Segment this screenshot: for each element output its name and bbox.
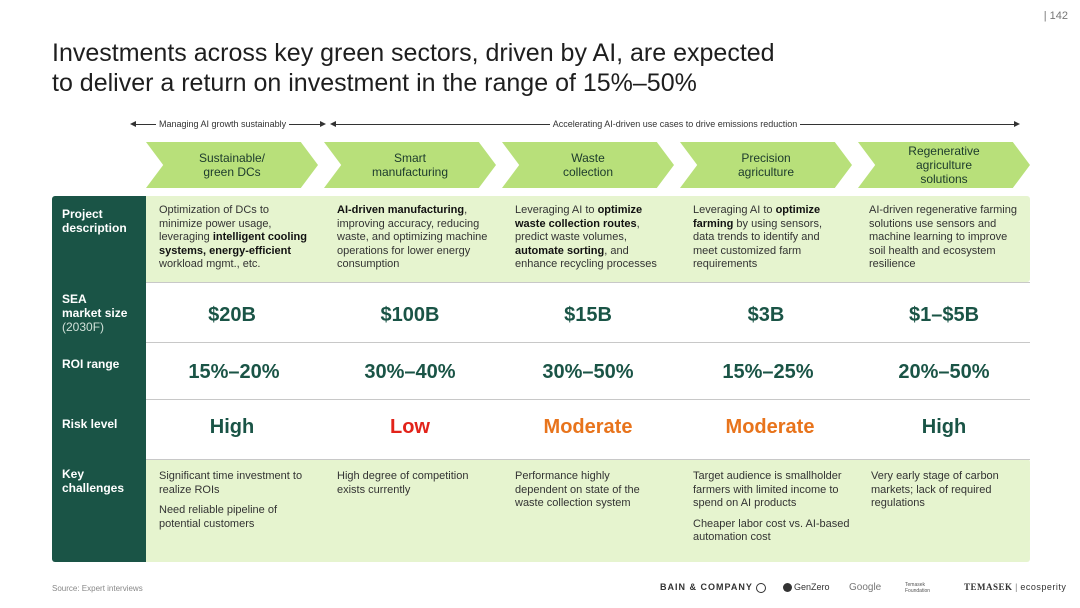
banner-accelerating-label: Accelerating AI-driven use cases to driv… — [552, 119, 798, 129]
banner-managing-label: Managing AI growth sustainably — [159, 119, 287, 129]
bain-circle-icon — [756, 582, 767, 593]
description-smart-manufacturing: AI-driven manufacturing, improving accur… — [337, 204, 488, 270]
sector-header-green-dcs: Sustainable/green DCs — [146, 142, 318, 188]
row-divider — [146, 342, 1030, 343]
banner-managing: Managing AI growth sustainably — [130, 119, 326, 129]
market-size-smart-manufacturing: $100B — [380, 304, 440, 326]
banner-accelerating: Accelerating AI-driven use cases to driv… — [330, 119, 1020, 129]
challenges-smart-manufacturing: High degree of competition exists curren… — [337, 470, 485, 497]
sector-header-smart-manufacturing: Smart manufacturing — [324, 142, 496, 188]
challenges-waste-collection: Performance highly dependent on state of… — [515, 470, 655, 511]
sector-header-precision-agriculture: Precision agriculture — [680, 142, 852, 188]
row-label-market-size: SEA market size (2030F) — [62, 292, 128, 334]
row-divider — [146, 459, 1030, 460]
market-size-regenerative-agriculture: $1–$5B — [908, 304, 980, 326]
arrow-left-icon — [130, 121, 136, 127]
google-logo: Google — [849, 582, 882, 593]
risk-level-precision-agriculture: Moderate — [725, 416, 815, 438]
page-number: | 142 — [1043, 10, 1068, 22]
challenge-item: Target audience is smallholder farmers w… — [693, 470, 842, 509]
arrow-left-icon — [330, 121, 336, 127]
source-note: Source: Expert interviews — [52, 584, 143, 593]
challenge-item: Performance highly dependent on state of… — [515, 470, 640, 509]
arrow-right-icon — [320, 121, 326, 127]
market-size-precision-agriculture: $3B — [747, 304, 785, 326]
row-divider — [146, 399, 1030, 400]
temasek-logo: TEMASEK | ecosperity — [964, 582, 1067, 592]
roi-range-green-dcs: 15%–20% — [188, 361, 280, 383]
roi-range-smart-manufacturing: 30%–40% — [364, 361, 456, 383]
temasek-foundation-logo: Temasek Foundation — [905, 582, 931, 594]
roi-range-waste-collection: 30%–50% — [542, 361, 634, 383]
description-green-dcs: Optimization of DCs to minimize power us… — [159, 204, 307, 270]
row-label-roi-range: ROI range — [62, 357, 120, 371]
challenges-regenerative-agriculture: Very early stage of carbon markets; lack… — [871, 470, 1011, 511]
row-divider — [146, 282, 1030, 283]
row-label-risk-level: Risk level — [62, 417, 118, 431]
risk-level-waste-collection: Moderate — [543, 416, 633, 438]
roi-range-precision-agriculture: 15%–25% — [722, 361, 814, 383]
challenge-item: Very early stage of carbon markets; lack… — [871, 470, 999, 509]
description-precision-agriculture: Leveraging AI to optimize farming by usi… — [693, 204, 822, 270]
page-title: Investments across key green sectors, dr… — [52, 38, 852, 98]
title-line-1: Investments across key green sectors, dr… — [52, 39, 775, 67]
roi-range-regenerative-agriculture: 20%–50% — [898, 361, 990, 383]
genzero-icon — [783, 583, 792, 593]
genzero-logo: GenZero — [783, 582, 830, 593]
description-regenerative-agriculture: AI-driven regenerative farming solutions… — [869, 204, 1017, 270]
risk-level-smart-manufacturing: Low — [390, 416, 430, 438]
row-label-key-challenges: Key challenges — [62, 467, 125, 495]
row-label-project-description: Project description — [62, 207, 127, 235]
market-size-waste-collection: $15B — [564, 304, 612, 326]
risk-level-regenerative-agriculture: High — [921, 416, 967, 438]
challenge-item: High degree of competition exists curren… — [337, 470, 469, 496]
challenge-item: Need reliable pipeline of potential cust… — [159, 504, 278, 530]
challenge-item: Cheaper labor cost vs. AI-based automati… — [693, 517, 850, 544]
sector-header-waste-collection: Waste collection — [502, 142, 674, 188]
challenges-green-dcs: Significant time investment to realize R… — [159, 470, 304, 531]
sector-header-regenerative-agriculture: Regenerative agriculture solutions — [858, 142, 1030, 188]
description-waste-collection: Leveraging AI to optimize waste collecti… — [515, 204, 657, 270]
challenges-precision-agriculture: Target audience is smallholder farmers w… — [693, 470, 853, 545]
row-label-column — [52, 196, 146, 562]
key-challenges-panel — [146, 459, 1030, 562]
market-size-green-dcs: $20B — [208, 304, 256, 326]
arrow-right-icon — [1014, 121, 1020, 127]
title-line-2: to deliver a return on investment in the… — [52, 69, 697, 97]
project-description-panel — [146, 196, 1030, 282]
challenge-item: Significant time investment to realize R… — [159, 470, 303, 496]
bain-logo: BAIN & COMPANY — [660, 582, 767, 593]
risk-level-green-dcs: High — [209, 416, 255, 438]
